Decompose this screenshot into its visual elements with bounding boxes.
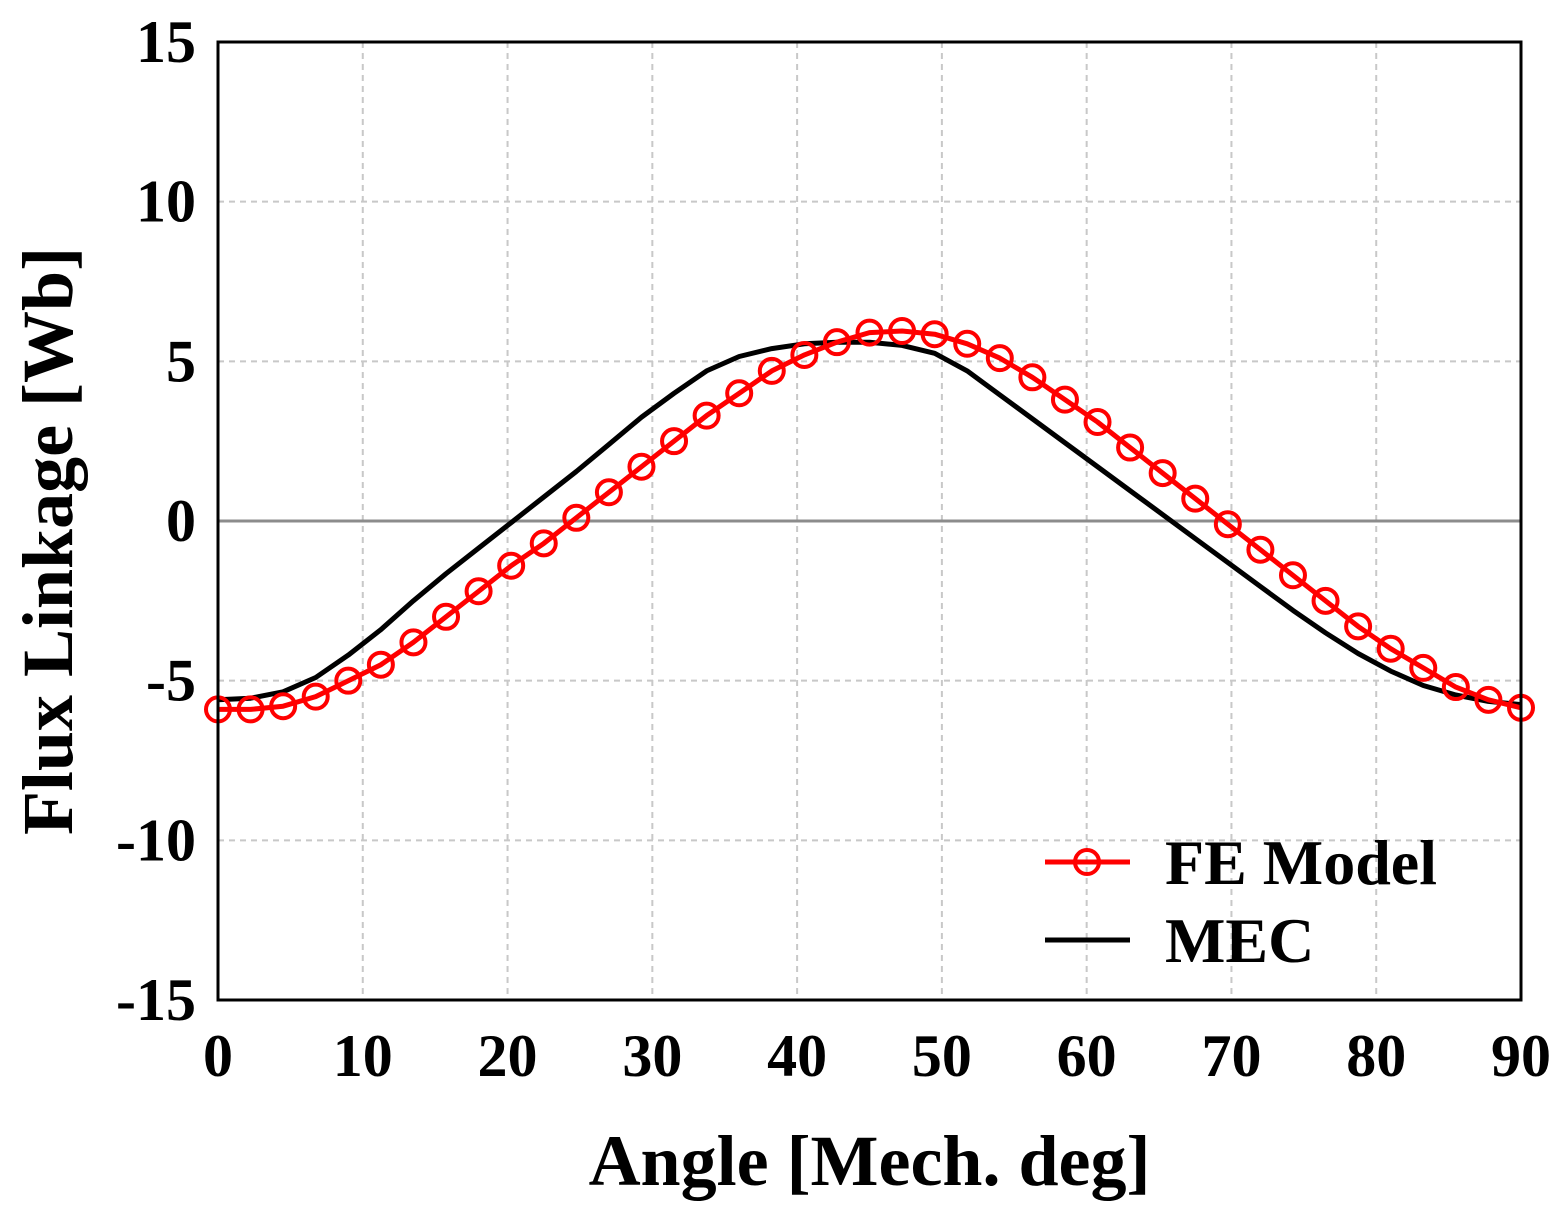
- data-point-fe-model: [1376, 634, 1405, 663]
- data-point-fe-model: [1474, 685, 1503, 714]
- data-point-fe-model: [1213, 510, 1242, 539]
- x-tick-label: 20: [478, 1023, 538, 1089]
- y-axis-title: Flux Linkage [Wb]: [8, 247, 88, 835]
- x-axis-title: Angle [Mech. deg]: [589, 1121, 1151, 1201]
- data-point-fe-model: [1083, 408, 1112, 437]
- data-point-fe-model: [1116, 433, 1145, 462]
- y-tick-label: 10: [136, 169, 196, 235]
- data-point-fe-model: [562, 503, 591, 532]
- data-point-fe-model: [822, 328, 851, 357]
- x-tick-label: 10: [333, 1023, 393, 1089]
- data-point-fe-model: [269, 692, 298, 721]
- legend-marker-fe-model: [1073, 848, 1101, 876]
- data-point-fe-model: [1409, 653, 1438, 682]
- x-tick-label: 90: [1491, 1023, 1551, 1089]
- data-point-fe-model: [790, 340, 819, 369]
- data-point-fe-model: [985, 344, 1014, 373]
- data-point-fe-model: [366, 650, 395, 679]
- data-point-fe-model: [1148, 459, 1177, 488]
- data-point-fe-model: [1344, 612, 1373, 641]
- legend: FE Model MEC: [1045, 827, 1437, 976]
- data-point-fe-model: [757, 356, 786, 385]
- legend-label-mec: MEC: [1165, 905, 1314, 976]
- data-point-fe-model: [627, 452, 656, 481]
- data-point-fe-model: [1050, 385, 1079, 414]
- series-layer: [204, 316, 1535, 724]
- data-point-fe-model: [399, 628, 428, 657]
- y-tick-label: 15: [136, 9, 196, 75]
- data-point-fe-model: [888, 316, 917, 345]
- data-point-fe-model: [692, 401, 721, 430]
- data-point-fe-model: [497, 551, 526, 580]
- data-point-fe-model: [529, 529, 558, 558]
- legend-label-fe-model: FE Model: [1165, 827, 1437, 898]
- data-point-fe-model: [432, 602, 461, 631]
- x-tick-label: 60: [1057, 1023, 1117, 1089]
- series-line-mec: [217, 339, 1522, 708]
- data-point-fe-model: [725, 379, 754, 408]
- y-tick-label: 5: [166, 328, 196, 394]
- y-tick-label: -5: [146, 648, 196, 714]
- data-point-fe-model: [1278, 561, 1307, 590]
- data-point-fe-model: [920, 320, 949, 349]
- y-tick-label: -10: [116, 807, 196, 873]
- data-point-fe-model: [855, 318, 884, 347]
- y-tick-label: -15: [116, 967, 196, 1033]
- data-point-fe-model: [1311, 586, 1340, 615]
- legend-item-mec: MEC: [1045, 905, 1314, 976]
- data-point-fe-model: [464, 577, 493, 606]
- x-tick-label: 70: [1201, 1023, 1261, 1089]
- data-point-fe-model: [301, 682, 330, 711]
- data-point-fe-model: [334, 666, 363, 695]
- data-point-fe-model: [1018, 363, 1047, 392]
- data-point-fe-model: [236, 695, 265, 724]
- data-point-fe-model: [660, 427, 689, 456]
- x-tick-label: 50: [912, 1023, 972, 1089]
- tick-labels: 0 10 20 30 40 50 60 70 80 90 -15 -10 -5 0 5 10 15: [116, 9, 1551, 1089]
- data-point-fe-model: [1441, 673, 1470, 702]
- y-tick-label: 0: [166, 488, 196, 554]
- x-tick-label: 80: [1346, 1023, 1406, 1089]
- data-point-fe-model: [1181, 484, 1210, 513]
- data-point-fe-model: [594, 478, 623, 507]
- x-tick-label: 0: [203, 1023, 233, 1089]
- legend-item-fe-model: FE Model: [1045, 827, 1437, 898]
- data-point-fe-model: [1246, 535, 1275, 564]
- x-tick-label: 40: [767, 1023, 827, 1089]
- x-tick-label: 30: [622, 1023, 682, 1089]
- data-point-fe-model: [953, 329, 982, 358]
- plot-frame: [216, 40, 1523, 1002]
